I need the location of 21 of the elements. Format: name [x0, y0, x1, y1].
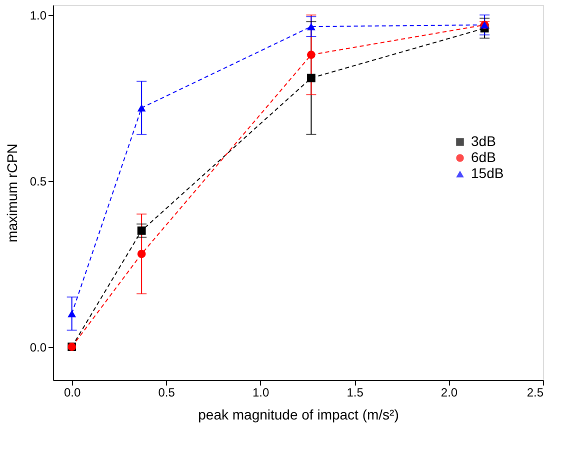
y-axis-title: maximum rCPN [4, 144, 20, 242]
x-tick-label: 0.0 [64, 386, 82, 400]
legend-label: 6dB [471, 149, 496, 165]
y-tick-label: 0.0 [30, 340, 47, 354]
x-axis-title: peak magnitude of impact (m/s²) [198, 406, 399, 422]
y-tick-label: 0.5 [30, 174, 47, 188]
point [137, 226, 146, 235]
legend-label: 3dB [471, 133, 496, 149]
point [137, 104, 146, 112]
point [307, 74, 316, 82]
x-tick-label: 2.0 [440, 386, 458, 400]
x-tick-label: 0.5 [158, 386, 176, 400]
x-tick-label: 1.5 [346, 386, 364, 400]
x-tick-label: 2.5 [526, 386, 544, 400]
y-tick-label: 1.0 [30, 8, 47, 22]
point [68, 310, 76, 318]
point [307, 22, 316, 30]
point [137, 250, 146, 258]
legend-label: 15dB [471, 165, 504, 181]
point [307, 50, 316, 59]
x-tick-label: 1.0 [252, 386, 270, 400]
